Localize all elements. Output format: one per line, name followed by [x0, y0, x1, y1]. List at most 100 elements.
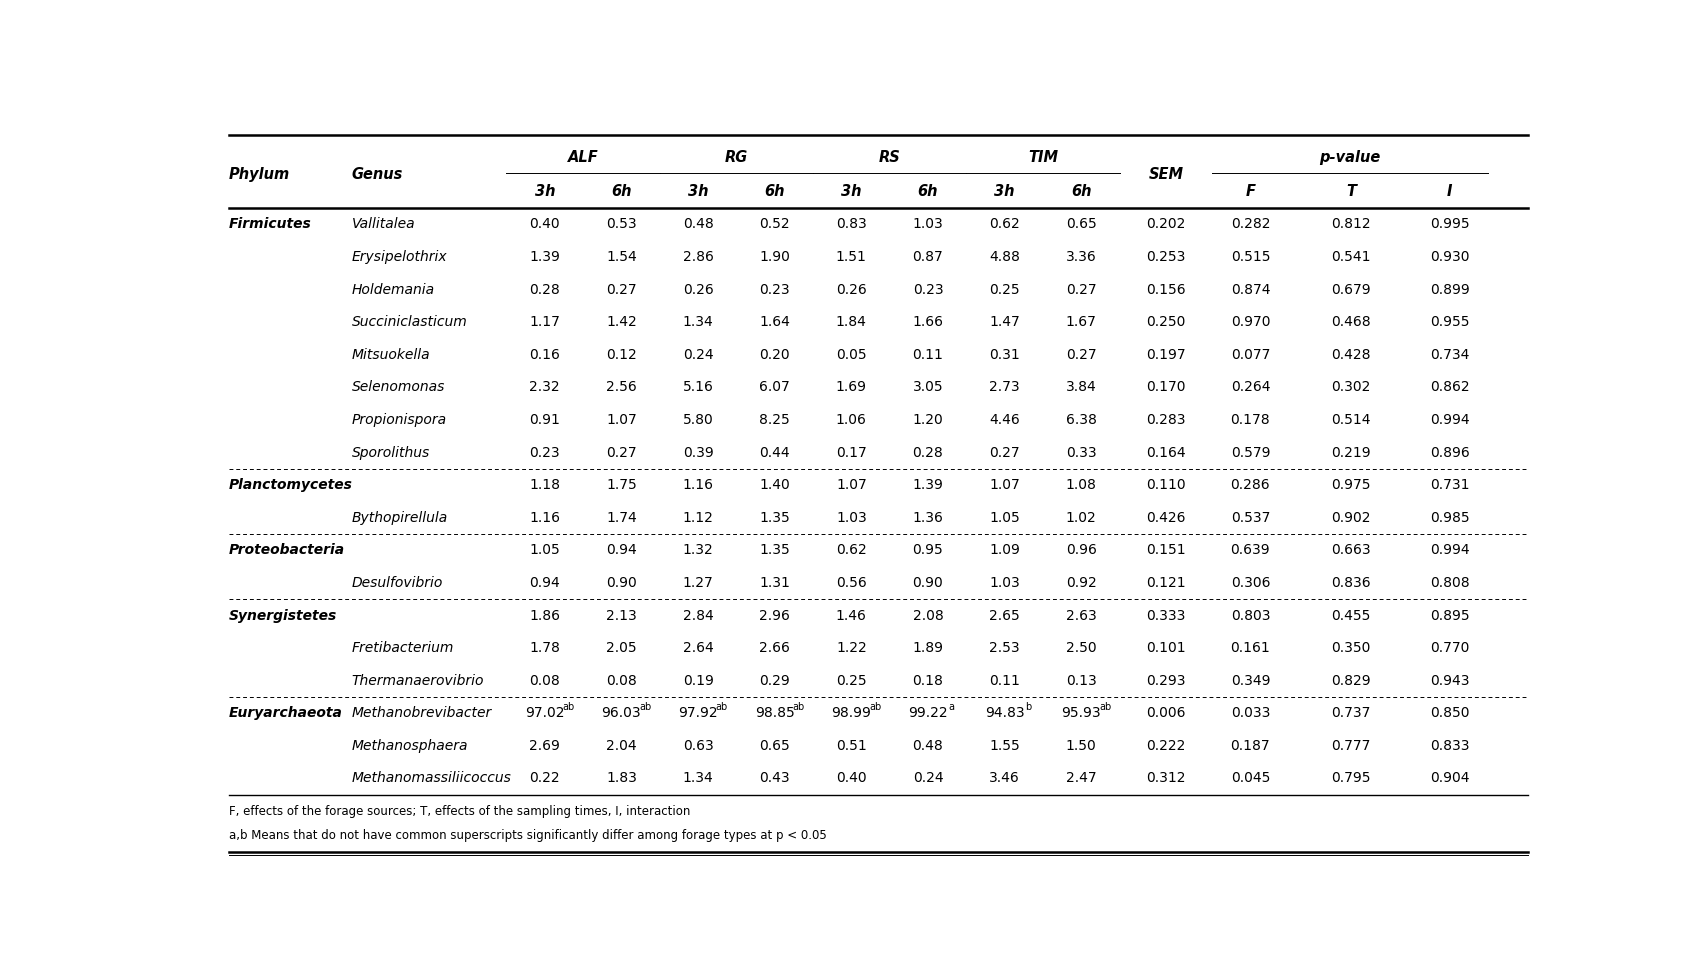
Text: 0.943: 0.943 — [1430, 673, 1470, 688]
Text: 3.46: 3.46 — [989, 772, 1020, 785]
Text: 1.02: 1.02 — [1066, 511, 1096, 524]
Text: 0.18: 0.18 — [912, 673, 943, 688]
Text: 1.22: 1.22 — [835, 641, 866, 655]
Text: 0.833: 0.833 — [1430, 739, 1470, 753]
Text: 4.88: 4.88 — [989, 250, 1020, 264]
Text: 0.33: 0.33 — [1066, 446, 1096, 459]
Text: Mitsuokella: Mitsuokella — [351, 347, 430, 362]
Text: 0.101: 0.101 — [1146, 641, 1185, 655]
Text: 0.202: 0.202 — [1146, 217, 1185, 232]
Text: 2.47: 2.47 — [1066, 772, 1096, 785]
Text: 0.28: 0.28 — [912, 446, 943, 459]
Text: 0.27: 0.27 — [1066, 282, 1096, 297]
Text: 6h: 6h — [917, 184, 938, 199]
Text: 0.468: 0.468 — [1332, 315, 1371, 329]
Text: 0.579: 0.579 — [1231, 446, 1270, 459]
Text: 0.312: 0.312 — [1146, 772, 1185, 785]
Text: 2.65: 2.65 — [989, 608, 1020, 623]
Text: 0.26: 0.26 — [835, 282, 866, 297]
Text: 1.03: 1.03 — [989, 576, 1020, 590]
Text: 2.86: 2.86 — [682, 250, 713, 264]
Text: 0.51: 0.51 — [835, 739, 866, 753]
Text: 1.75: 1.75 — [605, 478, 636, 492]
Text: 0.27: 0.27 — [1066, 347, 1096, 362]
Text: ab: ab — [1100, 703, 1112, 712]
Text: 0.156: 0.156 — [1146, 282, 1185, 297]
Text: 0.955: 0.955 — [1430, 315, 1470, 329]
Text: 2.64: 2.64 — [682, 641, 713, 655]
Text: 0.770: 0.770 — [1430, 641, 1470, 655]
Text: 0.808: 0.808 — [1430, 576, 1470, 590]
Text: 0.178: 0.178 — [1231, 413, 1270, 427]
Text: a,b Means that do not have common superscripts significantly differ among forage: a,b Means that do not have common supers… — [228, 829, 827, 842]
Text: 0.350: 0.350 — [1332, 641, 1371, 655]
Text: 1.05: 1.05 — [989, 511, 1020, 524]
Text: 0.045: 0.045 — [1231, 772, 1270, 785]
Text: ab: ab — [639, 703, 651, 712]
Text: 0.63: 0.63 — [682, 739, 713, 753]
Text: Firmicutes: Firmicutes — [228, 217, 312, 232]
Text: 0.13: 0.13 — [1066, 673, 1096, 688]
Text: Desulfovibrio: Desulfovibrio — [351, 576, 443, 590]
Text: 0.896: 0.896 — [1430, 446, 1470, 459]
Text: ALF: ALF — [568, 151, 598, 165]
Text: 1.86: 1.86 — [529, 608, 561, 623]
Text: 0.23: 0.23 — [530, 446, 561, 459]
Text: 0.862: 0.862 — [1430, 380, 1470, 394]
Text: 1.27: 1.27 — [682, 576, 713, 590]
Text: 1.32: 1.32 — [682, 543, 713, 558]
Text: 1.84: 1.84 — [835, 315, 866, 329]
Text: Erysipelothrix: Erysipelothrix — [351, 250, 447, 264]
Text: I: I — [1448, 184, 1453, 199]
Text: Genus: Genus — [351, 167, 404, 182]
Text: 0.994: 0.994 — [1430, 543, 1470, 558]
Text: Vallitalea: Vallitalea — [351, 217, 416, 232]
Text: 2.73: 2.73 — [989, 380, 1020, 394]
Text: 0.94: 0.94 — [605, 543, 636, 558]
Text: 0.27: 0.27 — [989, 446, 1020, 459]
Text: 0.25: 0.25 — [989, 282, 1020, 297]
Text: 0.264: 0.264 — [1231, 380, 1270, 394]
Text: 0.455: 0.455 — [1332, 608, 1371, 623]
Text: Methanosphaera: Methanosphaera — [351, 739, 469, 753]
Text: 0.08: 0.08 — [605, 673, 636, 688]
Text: 1.40: 1.40 — [759, 478, 789, 492]
Text: 0.033: 0.033 — [1231, 706, 1270, 720]
Text: 2.69: 2.69 — [529, 739, 561, 753]
Text: 1.08: 1.08 — [1066, 478, 1096, 492]
Text: Propionispora: Propionispora — [351, 413, 447, 427]
Text: 0.90: 0.90 — [605, 576, 636, 590]
Text: 97.92: 97.92 — [679, 706, 718, 720]
Text: 1.31: 1.31 — [759, 576, 789, 590]
Text: 2.05: 2.05 — [605, 641, 636, 655]
Text: 0.65: 0.65 — [759, 739, 789, 753]
Text: 1.47: 1.47 — [989, 315, 1020, 329]
Text: Phylum: Phylum — [228, 167, 290, 182]
Text: 0.48: 0.48 — [682, 217, 713, 232]
Text: 0.62: 0.62 — [835, 543, 866, 558]
Text: 0.795: 0.795 — [1332, 772, 1371, 785]
Text: Methanomassiliicoccus: Methanomassiliicoccus — [351, 772, 512, 785]
Text: 0.65: 0.65 — [1066, 217, 1096, 232]
Text: 1.66: 1.66 — [912, 315, 943, 329]
Text: 0.83: 0.83 — [835, 217, 866, 232]
Text: 0.40: 0.40 — [835, 772, 866, 785]
Text: 0.52: 0.52 — [759, 217, 789, 232]
Text: 0.975: 0.975 — [1332, 478, 1371, 492]
Text: 0.737: 0.737 — [1332, 706, 1371, 720]
Text: 0.19: 0.19 — [682, 673, 713, 688]
Text: SEM: SEM — [1149, 167, 1183, 182]
Text: 0.94: 0.94 — [530, 576, 561, 590]
Text: 0.20: 0.20 — [759, 347, 789, 362]
Text: Thermanaerovibrio: Thermanaerovibrio — [351, 673, 484, 688]
Text: 0.31: 0.31 — [989, 347, 1020, 362]
Text: ab: ab — [870, 703, 881, 712]
Text: 0.904: 0.904 — [1430, 772, 1470, 785]
Text: 0.994: 0.994 — [1430, 413, 1470, 427]
Text: 0.164: 0.164 — [1146, 446, 1185, 459]
Text: 0.90: 0.90 — [912, 576, 943, 590]
Text: 0.639: 0.639 — [1231, 543, 1270, 558]
Text: F, effects of the forage sources; T, effects of the sampling times, I, interacti: F, effects of the forage sources; T, eff… — [228, 805, 691, 817]
Text: 1.05: 1.05 — [530, 543, 561, 558]
Text: F: F — [1245, 184, 1255, 199]
